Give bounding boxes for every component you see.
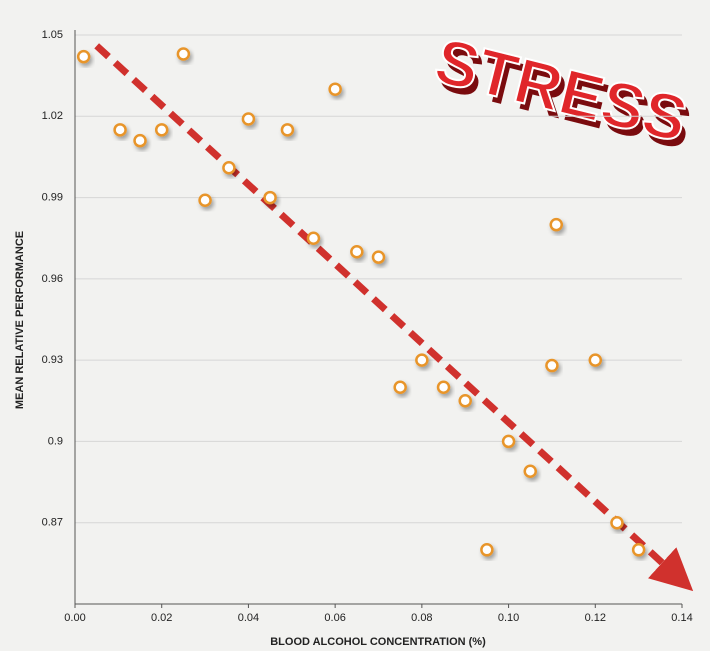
point <box>525 466 536 477</box>
x-tick-label: 0.14 <box>671 612 692 624</box>
y-tick-label: 0.87 <box>42 517 63 529</box>
point <box>200 195 211 206</box>
y-tick-label: 0.93 <box>42 354 63 366</box>
y-tick-label: 0.99 <box>42 191 63 203</box>
point <box>282 124 293 135</box>
x-axis-label: BLOOD ALCOHOL CONCENTRATION (%) <box>270 636 486 648</box>
point <box>156 124 167 135</box>
point <box>373 252 384 263</box>
x-tick-label: 0.10 <box>498 612 519 624</box>
point <box>78 51 89 62</box>
point <box>308 233 319 244</box>
point <box>178 48 189 59</box>
point <box>416 355 427 366</box>
point <box>135 135 146 146</box>
y-tick-label: 0.9 <box>48 435 63 447</box>
y-tick-label: 1.05 <box>42 29 63 41</box>
point <box>265 192 276 203</box>
point <box>243 113 254 124</box>
x-tick-label: 0.00 <box>64 612 85 624</box>
point <box>503 436 514 447</box>
x-tick-label: 0.04 <box>238 612 259 624</box>
point <box>546 360 557 371</box>
y-tick-label: 0.96 <box>42 273 63 285</box>
point <box>330 84 341 95</box>
point <box>611 517 622 528</box>
x-tick-label: 0.02 <box>151 612 172 624</box>
point <box>223 162 234 173</box>
point <box>481 544 492 555</box>
point <box>460 395 471 406</box>
y-axis-label: MEAN RELATIVE PERFORMANCE <box>14 231 26 409</box>
point <box>115 124 126 135</box>
point <box>351 246 362 257</box>
y-tick-label: 1.02 <box>42 110 63 122</box>
x-tick-label: 0.08 <box>411 612 432 624</box>
point <box>551 219 562 230</box>
page: BLOOD ALCOHOL CONCENTRATION (%) MEAN REL… <box>0 0 710 651</box>
x-tick-label: 0.12 <box>585 612 606 624</box>
x-tick-label: 0.06 <box>324 612 345 624</box>
point <box>590 355 601 366</box>
point <box>633 544 644 555</box>
chart: BLOOD ALCOHOL CONCENTRATION (%) MEAN REL… <box>0 0 710 651</box>
point <box>438 382 449 393</box>
point <box>395 382 406 393</box>
